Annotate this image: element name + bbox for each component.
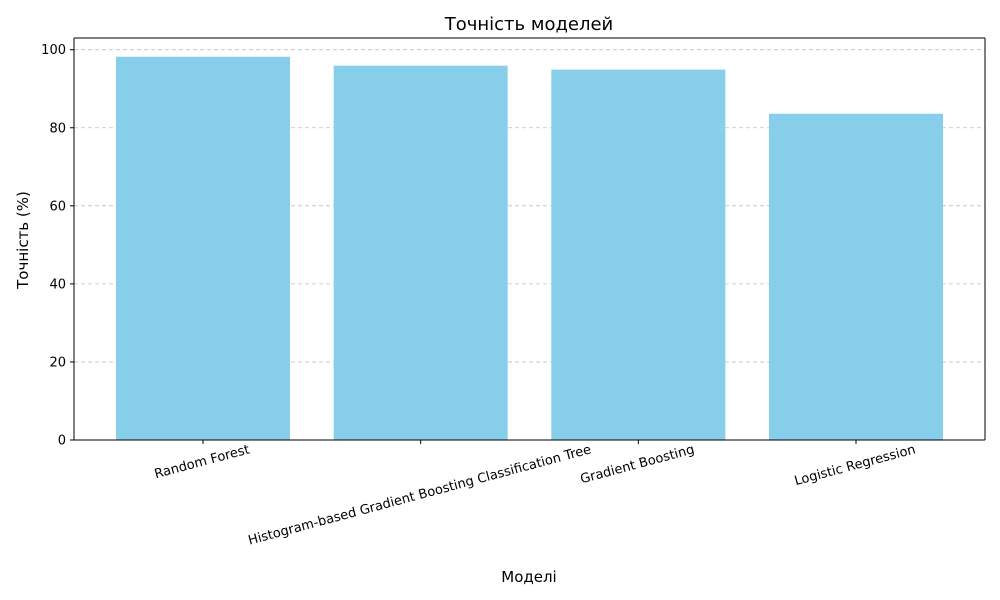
chart-title: Точність моделей (444, 14, 614, 35)
bar (333, 65, 508, 440)
bars (116, 56, 943, 441)
y-axis-label: Точність (%) (14, 191, 32, 290)
y-tick-label: 100 (41, 43, 66, 58)
x-axis-label: Моделі (501, 568, 556, 586)
bar (551, 69, 726, 441)
x-tick-label: Histogram-based Gradient Boosting Classi… (247, 442, 593, 548)
y-tick-label: 80 (49, 121, 66, 136)
y-tick-label: 60 (49, 199, 66, 214)
bar (116, 56, 290, 441)
x-tick-label: Logistic Regression (793, 442, 917, 489)
x-tick-label: Gradient Boosting (579, 442, 696, 487)
axes (73, 37, 986, 441)
y-tick-label: 20 (49, 355, 66, 370)
y-tick-label: 0 (58, 434, 66, 449)
bar (769, 113, 943, 441)
x-tick-label: Random Forest (153, 442, 251, 482)
y-tick-label: 40 (49, 277, 66, 292)
y-ticks: 0 20 40 60 80 100 (41, 43, 74, 449)
